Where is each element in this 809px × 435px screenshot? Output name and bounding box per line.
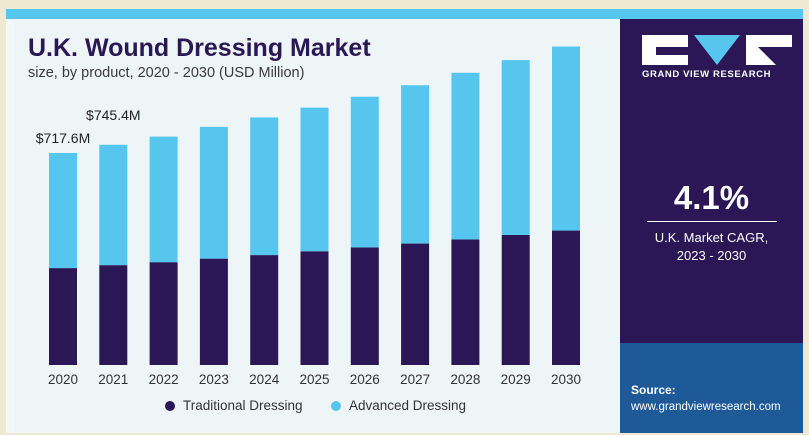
x-tick-label-2026: 2026 bbox=[350, 372, 380, 387]
bar-traditional-2024 bbox=[250, 255, 279, 365]
x-tick-label-2023: 2023 bbox=[199, 372, 229, 387]
legend-label-traditional: Traditional Dressing bbox=[183, 398, 303, 413]
cagr-label-line1: U.K. Market CAGR, bbox=[654, 230, 769, 245]
grand-view-research-logo bbox=[642, 35, 792, 65]
top-accent-bar bbox=[6, 9, 803, 19]
legend-item-advanced: Advanced Dressing bbox=[331, 398, 466, 413]
bar-traditional-2020 bbox=[49, 268, 77, 365]
x-tick-label-2029: 2029 bbox=[501, 372, 531, 387]
bar-traditional-2023 bbox=[199, 258, 228, 365]
bar-traditional-2027 bbox=[401, 243, 430, 365]
legend-label-advanced: Advanced Dressing bbox=[349, 398, 467, 413]
source-url: www.grandviewresearch.com bbox=[631, 401, 781, 413]
data-label-2020: $717.6M bbox=[36, 130, 90, 146]
x-tick-label-2028: 2028 bbox=[450, 372, 480, 387]
bar-advanced-2023 bbox=[199, 126, 228, 259]
x-tick-label-2022: 2022 bbox=[149, 372, 179, 387]
bar-traditional-2028 bbox=[451, 239, 480, 365]
bar-advanced-2029 bbox=[501, 60, 530, 235]
x-tick-label-2020: 2020 bbox=[48, 372, 78, 387]
chart-title: U.K. Wound Dressing Market bbox=[28, 34, 371, 62]
data-label-2021: $745.4M bbox=[86, 107, 140, 123]
cagr-value: 4.1% bbox=[673, 179, 750, 216]
bar-advanced-2024 bbox=[250, 117, 279, 256]
bar-traditional-2022 bbox=[149, 262, 178, 365]
bar-advanced-2022 bbox=[149, 136, 178, 263]
logo-text: GRAND VIEW RESEARCH bbox=[642, 69, 772, 80]
bar-advanced-2021 bbox=[99, 144, 128, 266]
cagr-label: U.K. Market CAGR, 2023 - 2030 bbox=[620, 229, 803, 265]
x-tick-label-2024: 2024 bbox=[249, 372, 280, 387]
bar-traditional-2026 bbox=[350, 247, 379, 365]
x-tick-label-2021: 2021 bbox=[98, 372, 128, 387]
source-label: Source: bbox=[631, 383, 676, 397]
bar-traditional-2030 bbox=[552, 230, 580, 365]
bar-advanced-2027 bbox=[401, 85, 430, 244]
cagr-label-line2: 2023 - 2030 bbox=[676, 248, 747, 263]
stacked-bar-chart: 2020 2021 2022 2023 2024 2025 2026 2027 2028 2029… bbox=[36, 46, 581, 387]
bar-advanced-2026 bbox=[350, 96, 379, 248]
legend-dot-traditional bbox=[165, 400, 175, 411]
sidebar-panel: GRAND VIEW RESEARCH 4.1% U.K. Market CAG… bbox=[620, 19, 803, 433]
x-tick-label-2027: 2027 bbox=[400, 372, 430, 387]
bar-advanced-2025 bbox=[300, 107, 329, 252]
bar-advanced-2028 bbox=[451, 72, 480, 240]
cagr-divider bbox=[647, 221, 777, 222]
bar-advanced-2030 bbox=[552, 46, 580, 231]
x-tick-label-2030: 2030 bbox=[551, 372, 581, 387]
legend-dot-advanced bbox=[331, 400, 341, 411]
sidebar-source-band bbox=[620, 343, 803, 433]
bar-traditional-2025 bbox=[300, 251, 329, 365]
bar-traditional-2021 bbox=[99, 265, 128, 365]
chart-subtitle: size, by product, 2020 - 2030 (USD Milli… bbox=[28, 65, 305, 81]
bar-advanced-2020 bbox=[49, 152, 77, 269]
bar-traditional-2029 bbox=[501, 235, 530, 365]
legend-item-traditional: Traditional Dressing bbox=[165, 398, 303, 413]
x-tick-label-2025: 2025 bbox=[299, 372, 329, 387]
